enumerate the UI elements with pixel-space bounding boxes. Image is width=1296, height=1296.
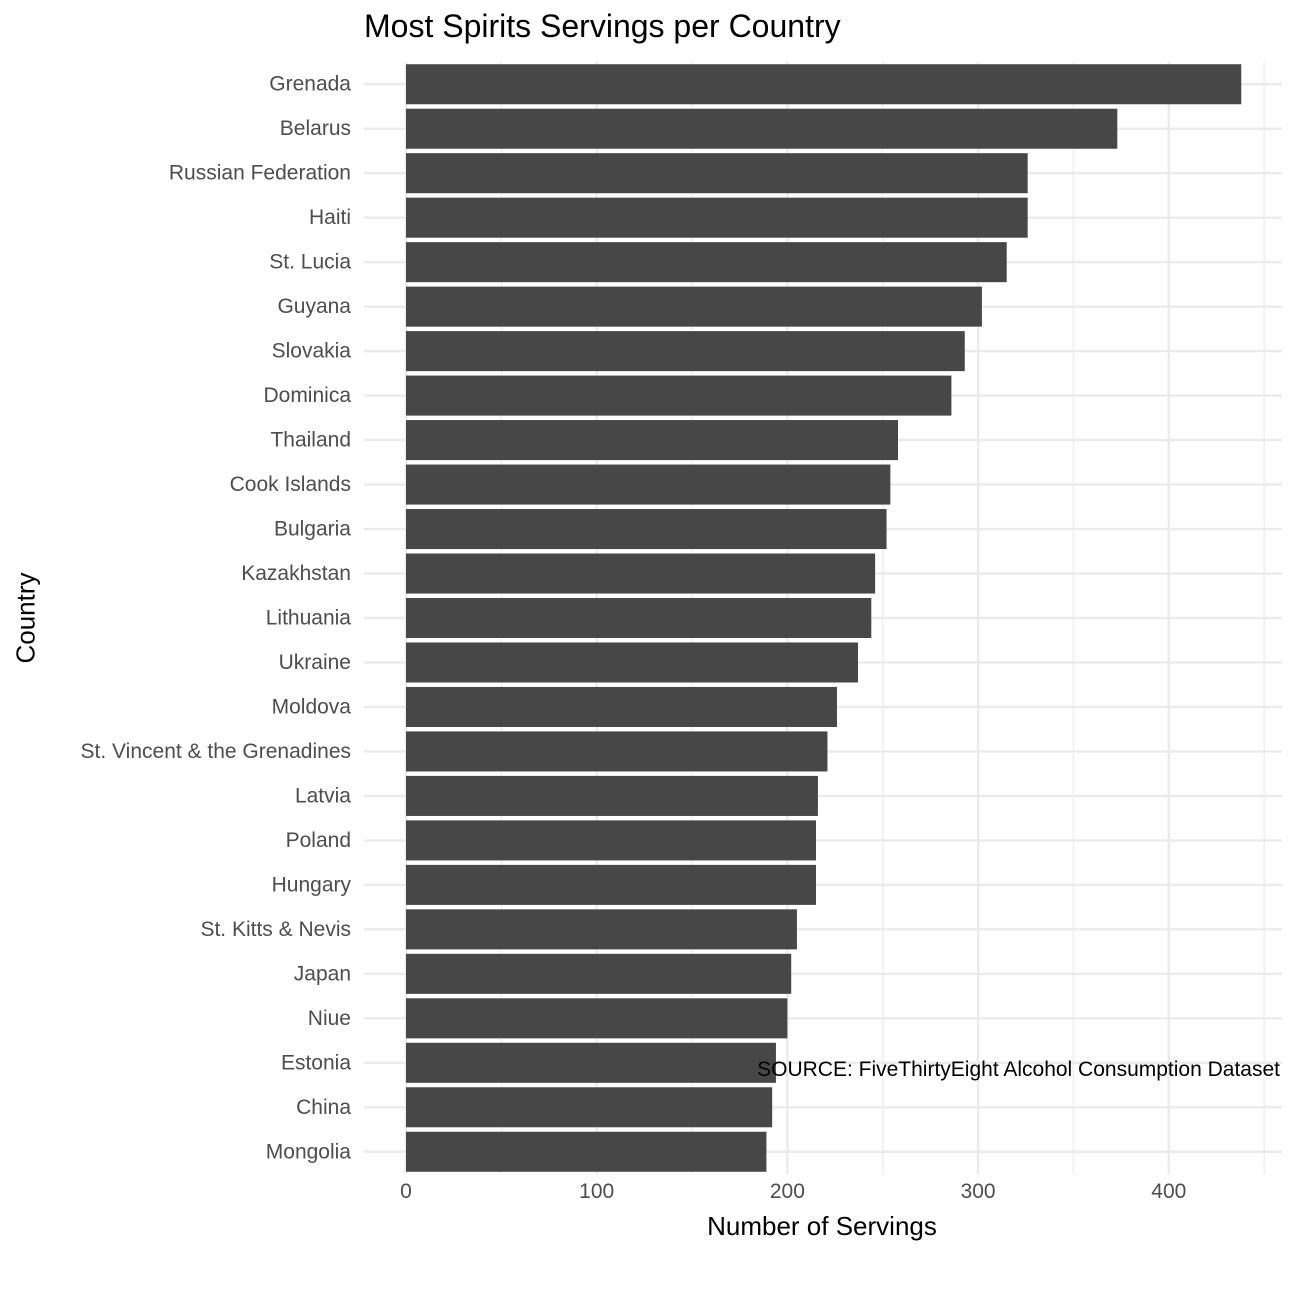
y-tick-label: Japan: [294, 962, 351, 985]
bar: [406, 108, 1118, 149]
y-tick-label: Kazakhstan: [241, 562, 351, 585]
x-tick-label: 200: [770, 1180, 805, 1203]
bar: [406, 998, 788, 1039]
y-tick-label: Moldova: [272, 695, 352, 718]
chart-caption: SOURCE: FiveThirtyEight Alcohol Consumpt…: [757, 1058, 1280, 1081]
bar: [406, 286, 982, 327]
y-tick-label: St. Kitts & Nevis: [200, 918, 351, 941]
y-tick-label: Niue: [308, 1007, 351, 1030]
y-tick-label: Latvia: [295, 784, 351, 807]
bar: [406, 1087, 773, 1128]
y-tick-label: Cook Islands: [230, 473, 351, 496]
x-tick-label: 100: [579, 1180, 614, 1203]
x-tick-label: 0: [400, 1180, 412, 1203]
x-axis-title: Number of Servings: [707, 1211, 937, 1241]
y-tick-label: Estonia: [281, 1051, 351, 1074]
y-axis-title: Country: [10, 572, 41, 664]
bar: [406, 197, 1028, 238]
bar: [406, 464, 891, 505]
x-tick-label: 400: [1151, 1180, 1186, 1203]
bar: [406, 331, 965, 372]
bar: [406, 953, 792, 994]
bar: [406, 64, 1242, 105]
y-tick-label: Thailand: [270, 429, 351, 452]
x-tick-labels: 0 100 200 300 400: [400, 1180, 1186, 1203]
x-tick-label: 300: [961, 1180, 996, 1203]
bar: [406, 1131, 767, 1172]
bar: [406, 1042, 776, 1083]
bars: [406, 64, 1242, 1172]
y-tick-label: St. Lucia: [269, 251, 351, 274]
bar: [406, 909, 797, 950]
y-tick-label: Grenada: [269, 73, 351, 96]
y-tick-label: Hungary: [272, 873, 352, 896]
y-tick-label: Guyana: [277, 295, 351, 318]
y-tick-label: Russian Federation: [169, 162, 351, 185]
y-tick-label: Ukraine: [279, 651, 351, 674]
y-tick-label: Belarus: [280, 117, 351, 140]
bar: [406, 375, 952, 416]
y-tick-label: Dominica: [263, 384, 351, 407]
y-tick-label: Slovakia: [272, 340, 352, 363]
y-tick-label: China: [296, 1096, 351, 1119]
bar: [406, 820, 817, 861]
bar: [406, 775, 818, 816]
bar: [406, 420, 899, 461]
y-tick-label: Haiti: [309, 206, 351, 229]
bar: [406, 642, 858, 683]
bar: [406, 509, 887, 550]
bar: [406, 686, 837, 727]
y-tick-labels: Grenada Belarus Russian Federation Haiti St.…: [81, 73, 352, 1164]
bar: [406, 597, 872, 639]
y-tick-label: Lithuania: [266, 607, 352, 630]
y-tick-label: Poland: [286, 829, 351, 852]
chart-title: Most Spirits Servings per Country: [364, 8, 841, 44]
y-tick-label: Mongolia: [266, 1140, 352, 1163]
y-tick-label: Bulgaria: [274, 518, 351, 541]
bar: [406, 731, 828, 772]
bar: [406, 864, 817, 905]
bar: [406, 553, 876, 594]
y-tick-label: St. Vincent & the Grenadines: [81, 740, 351, 763]
bar: [406, 153, 1028, 194]
bar: [406, 242, 1007, 283]
